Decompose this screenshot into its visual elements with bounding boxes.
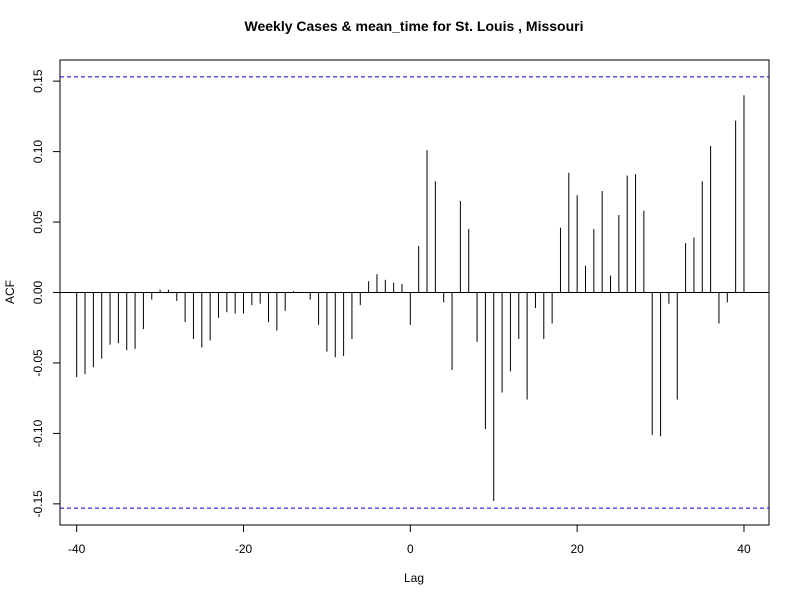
chart-title: Weekly Cases & mean_time for St. Louis ,… bbox=[245, 18, 584, 34]
x-axis-label: Lag bbox=[404, 571, 424, 585]
x-tick-label: -40 bbox=[68, 542, 86, 556]
x-tick-label: 0 bbox=[407, 542, 414, 556]
x-tick-label: 20 bbox=[570, 542, 584, 556]
y-tick-label: 0.05 bbox=[31, 210, 45, 234]
y-tick-label: 0.10 bbox=[31, 140, 45, 164]
x-tick-label: 40 bbox=[737, 542, 751, 556]
y-tick-label: -0.05 bbox=[31, 349, 45, 377]
y-axis: -0.15 -0.10 -0.05 0.00 0.05 0.10 0.15 bbox=[31, 69, 61, 518]
x-tick-label: -20 bbox=[235, 542, 253, 556]
x-axis: -40 -20 0 20 40 bbox=[68, 524, 751, 556]
y-axis-label: ACF bbox=[3, 280, 17, 304]
y-tick-label: -0.15 bbox=[31, 490, 45, 518]
y-tick-label: 0.00 bbox=[31, 280, 45, 304]
confidence-bounds bbox=[60, 76, 769, 509]
y-tick-label: -0.10 bbox=[31, 419, 45, 447]
acf-bars bbox=[76, 95, 745, 502]
y-tick-label: 0.15 bbox=[31, 69, 45, 93]
